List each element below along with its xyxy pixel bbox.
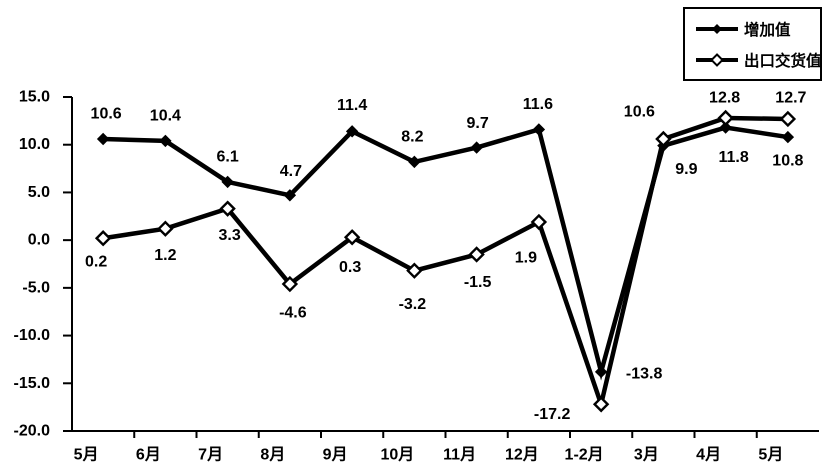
series-1-marker — [470, 141, 483, 154]
series-1-data-label: 6.1 — [217, 148, 239, 165]
x-axis-category-label: 11月 — [443, 446, 476, 464]
series-1-data-label: -13.8 — [626, 365, 663, 382]
series-1-data-label: 10.6 — [91, 105, 122, 122]
series-2-marker — [779, 110, 797, 128]
series-2-marker — [157, 220, 174, 237]
series-1-marker — [283, 189, 297, 202]
series-2-data-label: 0.3 — [339, 259, 361, 276]
series-1-data-label: 10.8 — [772, 153, 803, 170]
y-axis-tick-label: 10.0 — [19, 136, 50, 153]
series-1-data-label: 11.6 — [523, 96, 553, 113]
series-1-marker — [532, 123, 546, 136]
x-axis-category-label: 8月 — [260, 446, 285, 464]
series-line-2 — [102, 115, 788, 413]
series-2-marker — [94, 230, 112, 247]
series-1-marker — [594, 365, 608, 379]
x-axis-category-label: 4月 — [696, 446, 721, 464]
series-line-1 — [103, 125, 789, 381]
y-axis-tick-label: 5.0 — [28, 184, 50, 201]
legend-label-added-value: 增加值 — [744, 21, 791, 39]
series-1-marker — [345, 125, 359, 138]
series-2-marker — [219, 200, 236, 217]
series-1-marker — [408, 155, 421, 169]
series-2-data-label: -4.6 — [279, 305, 307, 322]
series-2-marker — [717, 109, 734, 127]
x-axis-category-label: 6月 — [136, 446, 161, 464]
series-2-data-label: 1.9 — [515, 250, 537, 267]
series-1-marker — [221, 175, 234, 189]
x-axis-category-label: 5月 — [74, 446, 99, 464]
y-axis-tick-label: 15.0 — [19, 89, 50, 106]
series-2-data-label: 3.3 — [219, 227, 241, 244]
series-2-data-label: 12.7 — [775, 89, 806, 106]
series-1-data-label: 9.7 — [467, 115, 489, 132]
series-2-marker — [468, 246, 485, 263]
x-axis-category-label: 3月 — [634, 446, 659, 464]
y-axis-tick-label: -15.0 — [14, 375, 51, 392]
x-axis-category-label: 5月 — [758, 446, 783, 464]
x-axis-category-label: 7月 — [198, 446, 223, 464]
legend-label-export-delivery: 出口交货值 — [744, 52, 822, 70]
y-axis-tick-label: -20.0 — [14, 423, 51, 440]
series-1-marker — [159, 134, 172, 148]
series-1-data-label: 9.9 — [675, 161, 697, 178]
series-1-data-label: 8.2 — [401, 128, 423, 145]
series-1-marker — [719, 121, 732, 134]
series-2-data-label: 12.8 — [709, 89, 740, 106]
x-axis-category-label: 12月 — [505, 446, 539, 464]
x-axis-category-label: 1-2月 — [565, 446, 604, 464]
series-1-data-label: 11.8 — [718, 149, 748, 166]
filled-diamond-line-swatch — [696, 23, 738, 34]
series-2-marker — [406, 262, 423, 279]
series-1-marker — [781, 130, 795, 144]
series-2-data-label: -3.2 — [399, 296, 427, 313]
series-2-data-label: 1.2 — [154, 247, 176, 264]
legend-item-added-value: 增加值 — [695, 14, 820, 44]
series-2-marker — [655, 130, 672, 148]
open-diamond-line-swatch — [696, 52, 738, 67]
x-axis-category-label: 9月 — [323, 446, 348, 464]
series-2-marker — [592, 396, 610, 413]
x-axis-category-label: 10月 — [380, 446, 414, 464]
series-2-data-label: -1.5 — [464, 274, 492, 291]
series-1-data-label: 10.4 — [150, 107, 181, 124]
series-1-data-label: 11.4 — [337, 97, 367, 114]
chart-legend: 增加值 出口交货值 — [683, 7, 822, 81]
series-2-data-label: -17.2 — [534, 406, 571, 423]
y-axis-tick-label: -10.0 — [14, 327, 51, 344]
series-1-marker — [96, 132, 110, 146]
series-2-data-label: 0.2 — [85, 254, 107, 271]
series-2-data-label: 10.6 — [624, 103, 655, 120]
series-2-marker — [281, 275, 299, 293]
legend-item-export-delivery: 出口交货值 — [695, 45, 822, 75]
y-axis-tick-label: -5.0 — [22, 279, 50, 296]
series-2-marker — [343, 229, 361, 246]
series-1-data-label: 4.7 — [280, 163, 302, 180]
y-axis-tick-label: 0.0 — [28, 232, 50, 249]
series-2-marker — [530, 213, 548, 231]
